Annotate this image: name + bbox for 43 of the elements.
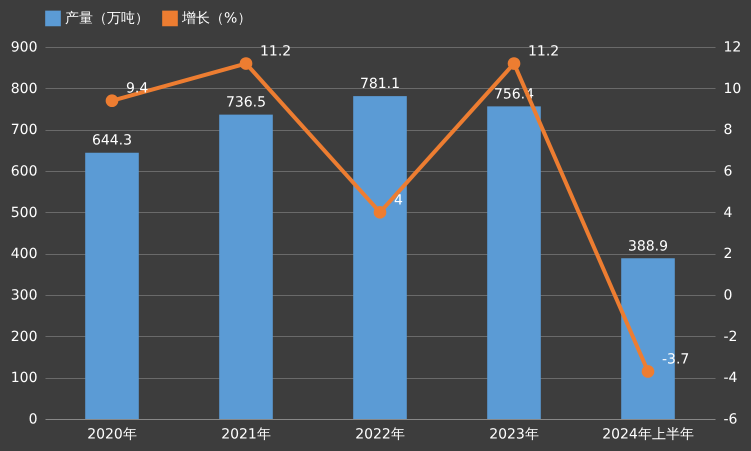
y-tick-label: 100 bbox=[10, 370, 38, 386]
y2-tick-label: 0 bbox=[724, 288, 732, 304]
data-label: 781.1 bbox=[360, 76, 400, 92]
y-tick-label: 600 bbox=[10, 164, 38, 180]
x-tick-label: 2024年上半年 bbox=[602, 426, 694, 442]
y2-tick-label: 2 bbox=[724, 246, 732, 262]
bar bbox=[353, 96, 407, 419]
point bbox=[240, 57, 252, 70]
x-tick-label: 2023年 bbox=[489, 426, 539, 442]
legend-label: 产量（万吨） bbox=[65, 10, 149, 26]
x-tick-label: 2021年 bbox=[221, 426, 271, 442]
y-tick-label: 400 bbox=[10, 246, 38, 262]
y2-tick-label: -2 bbox=[724, 328, 738, 345]
data-label: 736.5 bbox=[226, 94, 266, 111]
y-tick-label: 700 bbox=[10, 122, 38, 138]
y2-tick-label: 4 bbox=[724, 204, 732, 221]
y-tick-label: 300 bbox=[10, 288, 38, 304]
y-tick-label: 900 bbox=[10, 40, 38, 56]
legend-label: 增长（%） bbox=[181, 10, 252, 26]
data-label: 11.2 bbox=[260, 44, 292, 60]
y2-tick-label: 12 bbox=[724, 40, 742, 56]
y2-tick-label: -4 bbox=[724, 370, 738, 386]
point bbox=[106, 94, 118, 108]
bar bbox=[219, 114, 273, 419]
data-label: 388.9 bbox=[628, 238, 668, 254]
data-label: 11.2 bbox=[528, 44, 560, 60]
y2-tick-label: 8 bbox=[724, 122, 732, 138]
x-tick-label: 2020年 bbox=[87, 426, 137, 442]
data-label: 644.3 bbox=[92, 132, 132, 149]
point bbox=[508, 57, 520, 70]
x-tick-label: 2022年 bbox=[355, 426, 405, 442]
y-tick-label: 500 bbox=[10, 204, 38, 221]
y-tick-label: 800 bbox=[10, 80, 38, 97]
y2-tick-label: 6 bbox=[724, 164, 732, 180]
bar bbox=[85, 152, 139, 419]
y-tick-label: 0 bbox=[28, 412, 38, 428]
y2-tick-label: 10 bbox=[724, 80, 742, 97]
point bbox=[642, 365, 654, 378]
bar bbox=[487, 106, 541, 419]
point bbox=[374, 206, 386, 219]
data-label: 4 bbox=[394, 192, 403, 208]
y2-tick-label: -6 bbox=[724, 412, 738, 428]
y-tick-label: 200 bbox=[10, 328, 38, 345]
